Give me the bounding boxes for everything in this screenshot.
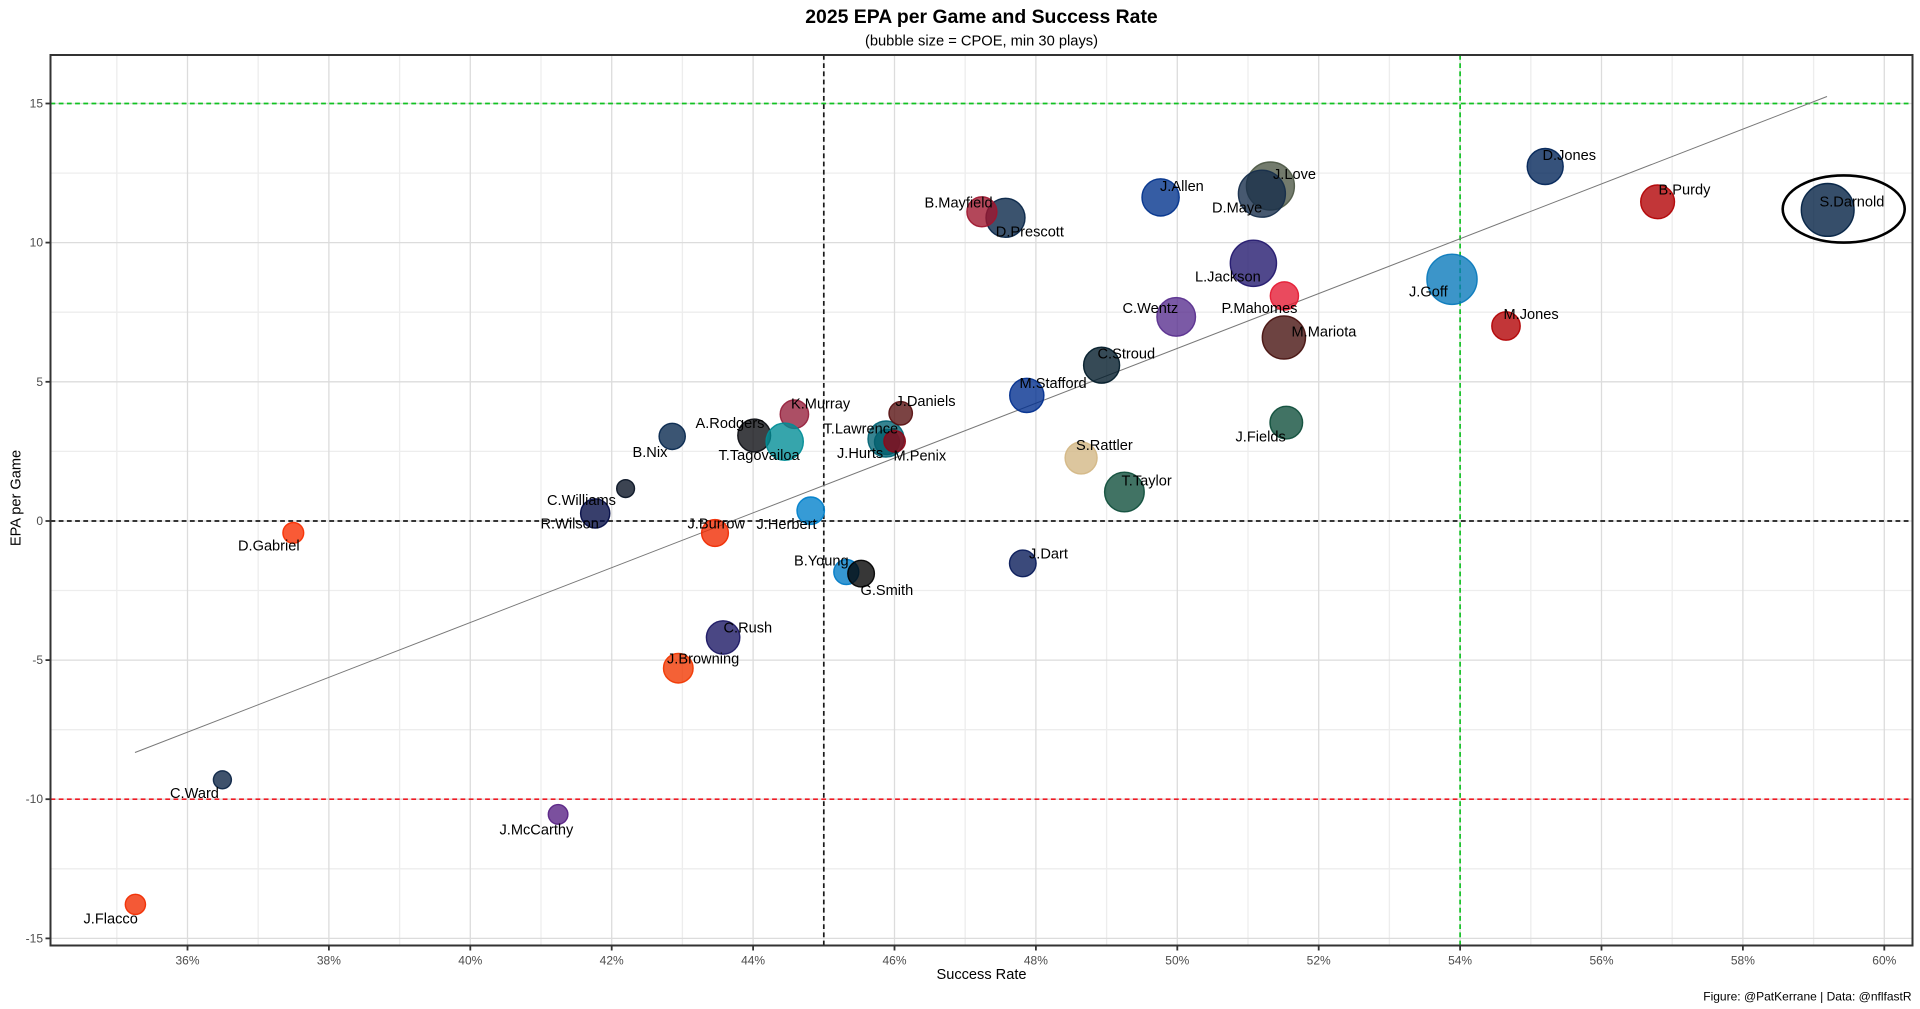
svg-text:K.Murray: K.Murray — [791, 397, 851, 413]
svg-text:Figure: @PatKerrane | Data: @n: Figure: @PatKerrane | Data: @nflfastR — [1703, 990, 1912, 1004]
svg-text:G.Smith: G.Smith — [861, 583, 914, 599]
svg-text:54%: 54% — [1448, 954, 1472, 968]
svg-text:C.Wentz: C.Wentz — [1123, 301, 1179, 317]
svg-text:44%: 44% — [741, 954, 765, 968]
svg-text:S.Rattler: S.Rattler — [1076, 438, 1133, 454]
svg-text:A.Rodgers: A.Rodgers — [696, 416, 765, 432]
svg-text:EPA per Game: EPA per Game — [9, 450, 25, 546]
svg-text:J.Dart: J.Dart — [1029, 547, 1068, 563]
svg-text:52%: 52% — [1307, 954, 1331, 968]
svg-text:(bubble size = CPOE, min 30 pl: (bubble size = CPOE, min 30 plays) — [865, 34, 1098, 50]
svg-text:L.Jackson: L.Jackson — [1195, 270, 1261, 286]
svg-text:Success Rate: Success Rate — [936, 967, 1026, 983]
svg-text:T.Tagovailoa: T.Tagovailoa — [719, 448, 801, 464]
svg-text:J.Daniels: J.Daniels — [896, 394, 956, 410]
svg-text:36%: 36% — [175, 954, 199, 968]
svg-text:J.Goff: J.Goff — [1409, 285, 1449, 301]
svg-text:S.Darnold: S.Darnold — [1820, 195, 1885, 211]
svg-text:R.Wilson: R.Wilson — [541, 517, 599, 533]
svg-text:0: 0 — [36, 514, 43, 528]
svg-text:J.Herbert: J.Herbert — [757, 517, 817, 533]
svg-text:T.Taylor: T.Taylor — [1122, 474, 1172, 490]
svg-text:5: 5 — [36, 375, 43, 389]
svg-text:60%: 60% — [1872, 954, 1896, 968]
svg-text:J.Burrow: J.Burrow — [688, 517, 746, 533]
svg-text:C.Williams: C.Williams — [547, 493, 616, 509]
svg-text:-10: -10 — [26, 792, 44, 806]
svg-text:10: 10 — [30, 236, 44, 250]
svg-text:J.Flacco: J.Flacco — [84, 912, 138, 928]
svg-text:M.Stafford: M.Stafford — [1020, 376, 1087, 392]
svg-text:38%: 38% — [317, 954, 341, 968]
svg-text:15: 15 — [30, 97, 44, 111]
svg-text:D.Maye: D.Maye — [1212, 201, 1262, 217]
svg-text:B.Nix: B.Nix — [633, 445, 669, 461]
svg-text:J.Love: J.Love — [1273, 167, 1316, 183]
svg-text:J.McCarthy: J.McCarthy — [500, 823, 574, 839]
svg-text:58%: 58% — [1731, 954, 1755, 968]
svg-text:56%: 56% — [1589, 954, 1613, 968]
svg-text:46%: 46% — [882, 954, 906, 968]
svg-text:D.Gabriel: D.Gabriel — [238, 539, 300, 555]
svg-text:B.Young: B.Young — [794, 554, 849, 570]
svg-text:50%: 50% — [1165, 954, 1189, 968]
svg-text:M.Jones: M.Jones — [1504, 307, 1559, 323]
svg-text:M.Mariota: M.Mariota — [1292, 325, 1358, 341]
svg-text:-15: -15 — [26, 931, 44, 945]
svg-text:D.Prescott: D.Prescott — [996, 225, 1064, 241]
svg-text:C.Rush: C.Rush — [724, 621, 773, 637]
svg-text:J.Browning: J.Browning — [667, 652, 739, 668]
svg-text:-5: -5 — [32, 653, 43, 667]
svg-text:D.Jones: D.Jones — [1543, 148, 1597, 164]
svg-text:J.Hurts: J.Hurts — [837, 446, 883, 462]
svg-text:48%: 48% — [1024, 954, 1048, 968]
svg-text:42%: 42% — [600, 954, 624, 968]
svg-text:40%: 40% — [458, 954, 482, 968]
svg-text:T.Lawrence: T.Lawrence — [824, 422, 899, 438]
svg-text:J.Fields: J.Fields — [1236, 430, 1286, 446]
svg-text:2025 EPA per Game and Success: 2025 EPA per Game and Success Rate — [805, 6, 1158, 28]
svg-text:B.Purdy: B.Purdy — [1659, 183, 1712, 199]
svg-text:C.Stroud: C.Stroud — [1098, 347, 1156, 363]
svg-text:C.Ward: C.Ward — [170, 786, 219, 802]
svg-text:M.Penix: M.Penix — [894, 449, 947, 465]
svg-text:P.Mahomes: P.Mahomes — [1222, 301, 1298, 317]
svg-text:B.Mayfield: B.Mayfield — [925, 196, 993, 212]
svg-text:J.Allen: J.Allen — [1160, 179, 1204, 195]
